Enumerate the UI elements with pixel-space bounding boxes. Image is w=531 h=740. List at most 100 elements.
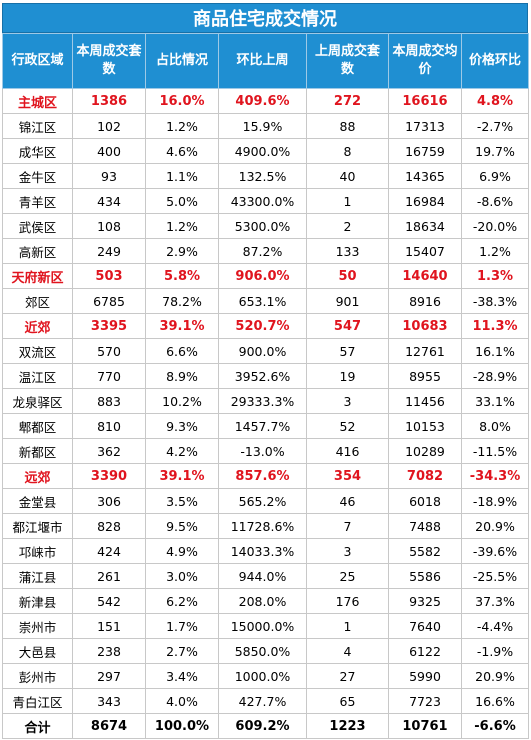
cell-last-week-sets: 272 <box>306 88 389 114</box>
cell-share: 9.3% <box>145 413 219 439</box>
cell-price-change: 20.9% <box>461 513 529 539</box>
cell-last-week-sets: 25 <box>306 563 389 589</box>
cell-price-change: -38.3% <box>461 288 529 314</box>
cell-share: 4.2% <box>145 438 219 464</box>
cell-week-over-week: 29333.3% <box>218 388 307 414</box>
table-row: 郫都区 810 9.3% 1457.7% 52 10153 8.0% <box>2 413 529 439</box>
cell-avg-price: 12761 <box>388 338 462 364</box>
cell-week-over-week: 3952.6% <box>218 363 307 389</box>
cell-district-name: 锦江区 <box>2 113 73 139</box>
table-row: 温江区 770 8.9% 3952.6% 19 8955 -28.9% <box>2 363 529 389</box>
cell-last-week-sets: 3 <box>306 538 389 564</box>
cell-week-over-week: 5300.0% <box>218 213 307 239</box>
header-avg-price: 本周成交均价 <box>388 33 462 89</box>
cell-price-change: -1.9% <box>461 638 529 664</box>
table-row: 青羊区 434 5.0% 43300.0% 1 16984 -8.6% <box>2 188 529 214</box>
cell-share: 10.2% <box>145 388 219 414</box>
table-row: 近郊 3395 39.1% 520.7% 547 10683 11.3% <box>2 313 529 339</box>
cell-share: 3.5% <box>145 488 219 514</box>
cell-district-name: 双流区 <box>2 338 73 364</box>
cell-week-sets: 3395 <box>72 313 146 339</box>
cell-week-sets: 424 <box>72 538 146 564</box>
table-row: 武侯区 108 1.2% 5300.0% 2 18634 -20.0% <box>2 213 529 239</box>
cell-price-change: 11.3% <box>461 313 529 339</box>
table-row: 新都区 362 4.2% -13.0% 416 10289 -11.5% <box>2 438 529 464</box>
cell-week-over-week: 87.2% <box>218 238 307 264</box>
cell-last-week-sets: 354 <box>306 463 389 489</box>
cell-share: 5.8% <box>145 263 219 289</box>
cell-avg-price: 16616 <box>388 88 462 114</box>
cell-avg-price: 7488 <box>388 513 462 539</box>
cell-week-sets: 1386 <box>72 88 146 114</box>
cell-price-change: -25.5% <box>461 563 529 589</box>
total-share: 100.0% <box>145 713 219 739</box>
cell-share: 5.0% <box>145 188 219 214</box>
cell-price-change: 1.3% <box>461 263 529 289</box>
table-row: 金牛区 93 1.1% 132.5% 40 14365 6.9% <box>2 163 529 189</box>
table-row: 大邑县 238 2.7% 5850.0% 4 6122 -1.9% <box>2 638 529 664</box>
cell-share: 2.7% <box>145 638 219 664</box>
cell-last-week-sets: 133 <box>306 238 389 264</box>
cell-week-sets: 542 <box>72 588 146 614</box>
table-row: 远郊 3390 39.1% 857.6% 354 7082 -34.3% <box>2 463 529 489</box>
cell-avg-price: 17313 <box>388 113 462 139</box>
table-row: 郊区 6785 78.2% 653.1% 901 8916 -38.3% <box>2 288 529 314</box>
table-row: 龙泉驿区 883 10.2% 29333.3% 3 11456 33.1% <box>2 388 529 414</box>
cell-district-name: 近郊 <box>2 313 73 339</box>
cell-share: 78.2% <box>145 288 219 314</box>
cell-avg-price: 18634 <box>388 213 462 239</box>
cell-week-sets: 400 <box>72 138 146 164</box>
cell-week-sets: 93 <box>72 163 146 189</box>
cell-share: 3.0% <box>145 563 219 589</box>
cell-week-over-week: 1000.0% <box>218 663 307 689</box>
cell-last-week-sets: 40 <box>306 163 389 189</box>
table-row: 崇州市 151 1.7% 15000.0% 1 7640 -4.4% <box>2 613 529 639</box>
cell-week-over-week: 906.0% <box>218 263 307 289</box>
cell-district-name: 主城区 <box>2 88 73 114</box>
cell-week-sets: 297 <box>72 663 146 689</box>
cell-last-week-sets: 19 <box>306 363 389 389</box>
cell-week-over-week: 15.9% <box>218 113 307 139</box>
cell-price-change: -8.6% <box>461 188 529 214</box>
cell-district-name: 彭州市 <box>2 663 73 689</box>
table-row: 天府新区 503 5.8% 906.0% 50 14640 1.3% <box>2 263 529 289</box>
table-row: 双流区 570 6.6% 900.0% 57 12761 16.1% <box>2 338 529 364</box>
cell-week-sets: 3390 <box>72 463 146 489</box>
header-row: 行政区域 本周成交套数 占比情况 环比上周 上周成交套数 本周成交均价 价格环比 <box>2 33 529 89</box>
cell-district-name: 远郊 <box>2 463 73 489</box>
header-week-sets: 本周成交套数 <box>72 33 146 89</box>
cell-share: 1.2% <box>145 213 219 239</box>
cell-week-sets: 6785 <box>72 288 146 314</box>
cell-district-name: 金堂县 <box>2 488 73 514</box>
cell-week-over-week: 427.7% <box>218 688 307 714</box>
cell-share: 3.4% <box>145 663 219 689</box>
cell-price-change: -39.6% <box>461 538 529 564</box>
total-week-over-week: 609.2% <box>218 713 307 739</box>
cell-price-change: -11.5% <box>461 438 529 464</box>
cell-week-over-week: -13.0% <box>218 438 307 464</box>
cell-last-week-sets: 52 <box>306 413 389 439</box>
cell-avg-price: 6122 <box>388 638 462 664</box>
cell-avg-price: 6018 <box>388 488 462 514</box>
cell-week-over-week: 857.6% <box>218 463 307 489</box>
cell-avg-price: 15407 <box>388 238 462 264</box>
cell-avg-price: 10153 <box>388 413 462 439</box>
cell-price-change: -34.3% <box>461 463 529 489</box>
cell-district-name: 天府新区 <box>2 263 73 289</box>
cell-avg-price: 16984 <box>388 188 462 214</box>
cell-last-week-sets: 416 <box>306 438 389 464</box>
cell-week-over-week: 944.0% <box>218 563 307 589</box>
cell-week-sets: 306 <box>72 488 146 514</box>
cell-week-over-week: 14033.3% <box>218 538 307 564</box>
cell-week-sets: 434 <box>72 188 146 214</box>
cell-week-over-week: 15000.0% <box>218 613 307 639</box>
cell-week-sets: 102 <box>72 113 146 139</box>
cell-last-week-sets: 176 <box>306 588 389 614</box>
cell-price-change: 20.9% <box>461 663 529 689</box>
cell-week-over-week: 43300.0% <box>218 188 307 214</box>
total-district-name: 合计 <box>2 713 73 739</box>
cell-last-week-sets: 50 <box>306 263 389 289</box>
cell-share: 4.9% <box>145 538 219 564</box>
cell-price-change: -4.4% <box>461 613 529 639</box>
